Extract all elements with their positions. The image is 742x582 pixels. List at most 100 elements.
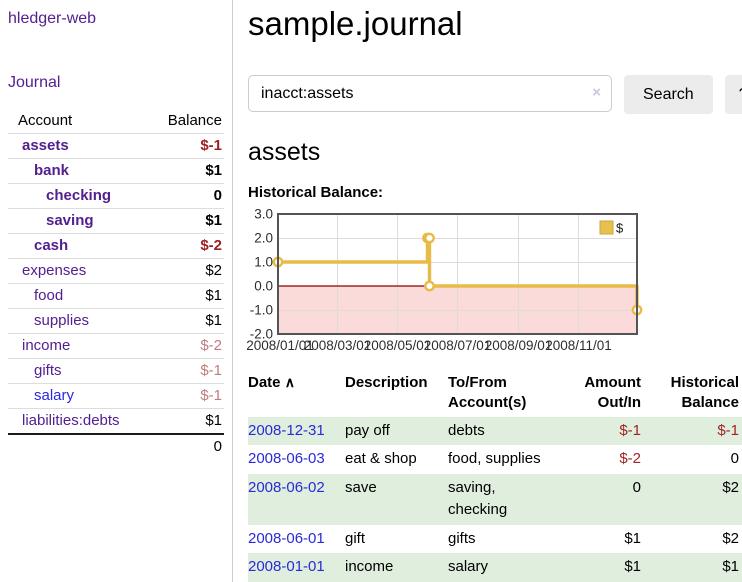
transaction-date-link[interactable]: 2008-06-03	[248, 450, 325, 468]
help-button[interactable]: ?	[724, 75, 742, 114]
svg-text:2008/07/01: 2008/07/01	[424, 338, 492, 353]
account-link-supplies[interactable]: supplies	[34, 312, 90, 329]
account-link-income[interactable]: income	[22, 337, 71, 354]
account-link-salary[interactable]: salary	[34, 387, 75, 404]
transaction-accounts: salary	[448, 558, 489, 576]
transaction-date-link[interactable]: 2008-06-01	[248, 529, 325, 547]
chart-vertical-gridlines	[337, 214, 579, 334]
chart-svg: $ 3.0 2.0 1.0 0.0 -1.0 -2.0 2008/01/01 2…	[246, 207, 643, 353]
transaction-balance: 0	[730, 450, 739, 468]
svg-text:-2.0: -2.0	[250, 327, 273, 342]
accounts-header-balance: Balance	[167, 112, 222, 129]
chart-label: Historical Balance:	[248, 184, 384, 201]
search-form: × Search ?	[248, 75, 742, 114]
register-row: 2008-01-01 income salary $1 $1	[248, 553, 742, 582]
svg-text:2008/09/01: 2008/09/01	[485, 338, 553, 353]
clear-search-icon[interactable]: ×	[592, 84, 601, 101]
account-row-salary: salary $-1	[8, 383, 224, 409]
sidebar-item-journal[interactable]: Journal	[8, 74, 61, 91]
account-link-checking[interactable]: checking	[46, 187, 112, 204]
register-header-amount: Amount Out/In	[584, 374, 641, 412]
svg-text:1.0: 1.0	[254, 255, 273, 270]
account-balance: $1	[143, 208, 224, 234]
legend-swatch-icon	[599, 220, 614, 235]
register-row: 2008-06-02 save saving, checking 0 $2	[248, 474, 742, 525]
transaction-description: pay off	[345, 421, 390, 439]
sidebar: hledger-web Journal Account Balance asse…	[0, 0, 233, 582]
account-link-liabilities-debts[interactable]: liabilities:debts	[22, 412, 120, 429]
account-link-saving[interactable]: saving	[46, 212, 94, 229]
account-balance: $-1	[143, 383, 224, 409]
register-header-description: Description	[345, 374, 428, 391]
account-row-liabilities-debts: liabilities:debts $1	[8, 408, 224, 434]
transaction-balance: $1	[722, 558, 739, 576]
transaction-accounts: food, supplies	[448, 450, 541, 468]
main-content: sample.journal × Search ? assets Histori…	[246, 0, 742, 582]
transaction-amount: $1	[624, 558, 641, 576]
account-row-income: income $-2	[8, 333, 224, 359]
svg-text:2008/01/01: 2008/01/01	[246, 338, 314, 353]
transaction-amount: 0	[632, 479, 641, 496]
account-balance: 0	[143, 183, 224, 209]
svg-text:2008/05/01: 2008/05/01	[364, 338, 432, 353]
search-button[interactable]: Search	[624, 75, 713, 114]
account-balance: $1	[143, 158, 224, 184]
account-balance: $1	[143, 308, 224, 334]
account-row-assets: assets $-1	[8, 133, 224, 159]
account-row-bank: bank $1	[8, 158, 224, 184]
register-row: 2008-12-31 pay off debts $-1 $-1	[248, 416, 742, 446]
svg-text:-1.0: -1.0	[250, 303, 273, 318]
transaction-amount: $-1	[619, 421, 641, 439]
svg-text:0.0: 0.0	[254, 279, 273, 294]
transaction-description: income	[345, 558, 394, 576]
account-link-food[interactable]: food	[34, 287, 64, 304]
transaction-description: eat & shop	[345, 450, 417, 468]
transaction-balance: $2	[722, 479, 739, 496]
account-row-supplies: supplies $1	[8, 308, 224, 334]
svg-text:2008/11/01: 2008/11/01	[545, 338, 612, 353]
account-row-checking: checking 0	[8, 183, 224, 209]
account-balance: $-2	[143, 233, 224, 259]
transaction-accounts: gifts	[448, 529, 476, 547]
transaction-date-link[interactable]: 2008-12-31	[248, 421, 325, 439]
account-link-assets[interactable]: assets	[22, 137, 69, 154]
account-link-bank[interactable]: bank	[34, 162, 70, 179]
account-balance: $-1	[143, 358, 224, 384]
transaction-amount: $-2	[619, 450, 641, 468]
account-row-cash: cash $-2	[8, 233, 224, 259]
account-link-expenses[interactable]: expenses	[22, 262, 87, 279]
svg-text:2008/03/01: 2008/03/01	[304, 338, 372, 353]
register-row: 2008-06-03 eat & shop food, supplies $-2…	[248, 445, 742, 474]
transaction-date-link[interactable]: 2008-06-02	[248, 479, 325, 496]
app-title-link[interactable]: hledger-web	[8, 10, 97, 27]
transaction-accounts: saving, checking	[448, 479, 508, 518]
accounts-table: Account Balance assets $-1 bank $1 check…	[8, 109, 224, 459]
account-balance: $1	[143, 283, 224, 309]
account-heading: assets	[248, 138, 321, 166]
accounts-total-value: 0	[143, 433, 224, 459]
svg-text:3.0: 3.0	[254, 207, 273, 222]
chart-y-axis-labels: 3.0 2.0 1.0 0.0 -1.0 -2.0	[250, 207, 273, 342]
search-input[interactable]	[248, 75, 612, 112]
page-title: sample.journal	[248, 5, 463, 42]
transaction-balance: $2	[722, 529, 739, 547]
chart-data-points[interactable]	[272, 232, 643, 316]
transaction-description: gift	[345, 529, 366, 547]
account-row-expenses: expenses $2	[8, 258, 224, 284]
chart-border	[277, 213, 638, 335]
register-header-row: Date ∧ Description To/From Account(s) Am…	[248, 371, 742, 417]
register-row: 2008-06-01 gift gifts $1 $2	[248, 525, 742, 554]
historical-balance-chart: $ 3.0 2.0 1.0 0.0 -1.0 -2.0 2008/01/01 2…	[246, 207, 742, 355]
account-row-gifts: gifts $-1	[8, 358, 224, 384]
register-table: Date ∧ Description To/From Account(s) Am…	[248, 371, 742, 582]
account-link-gifts[interactable]: gifts	[34, 362, 62, 379]
chart-legend: $	[599, 220, 624, 236]
transaction-accounts: debts	[448, 421, 485, 439]
register-header-tofrom: To/From Account(s)	[448, 374, 527, 412]
register-header-date[interactable]: Date ∧	[248, 374, 295, 391]
account-link-cash[interactable]: cash	[34, 237, 69, 254]
transaction-date-link[interactable]: 2008-01-01	[248, 558, 325, 576]
legend-label: $	[616, 221, 624, 236]
transaction-description: save	[345, 479, 377, 496]
account-balance: $-1	[143, 133, 224, 159]
